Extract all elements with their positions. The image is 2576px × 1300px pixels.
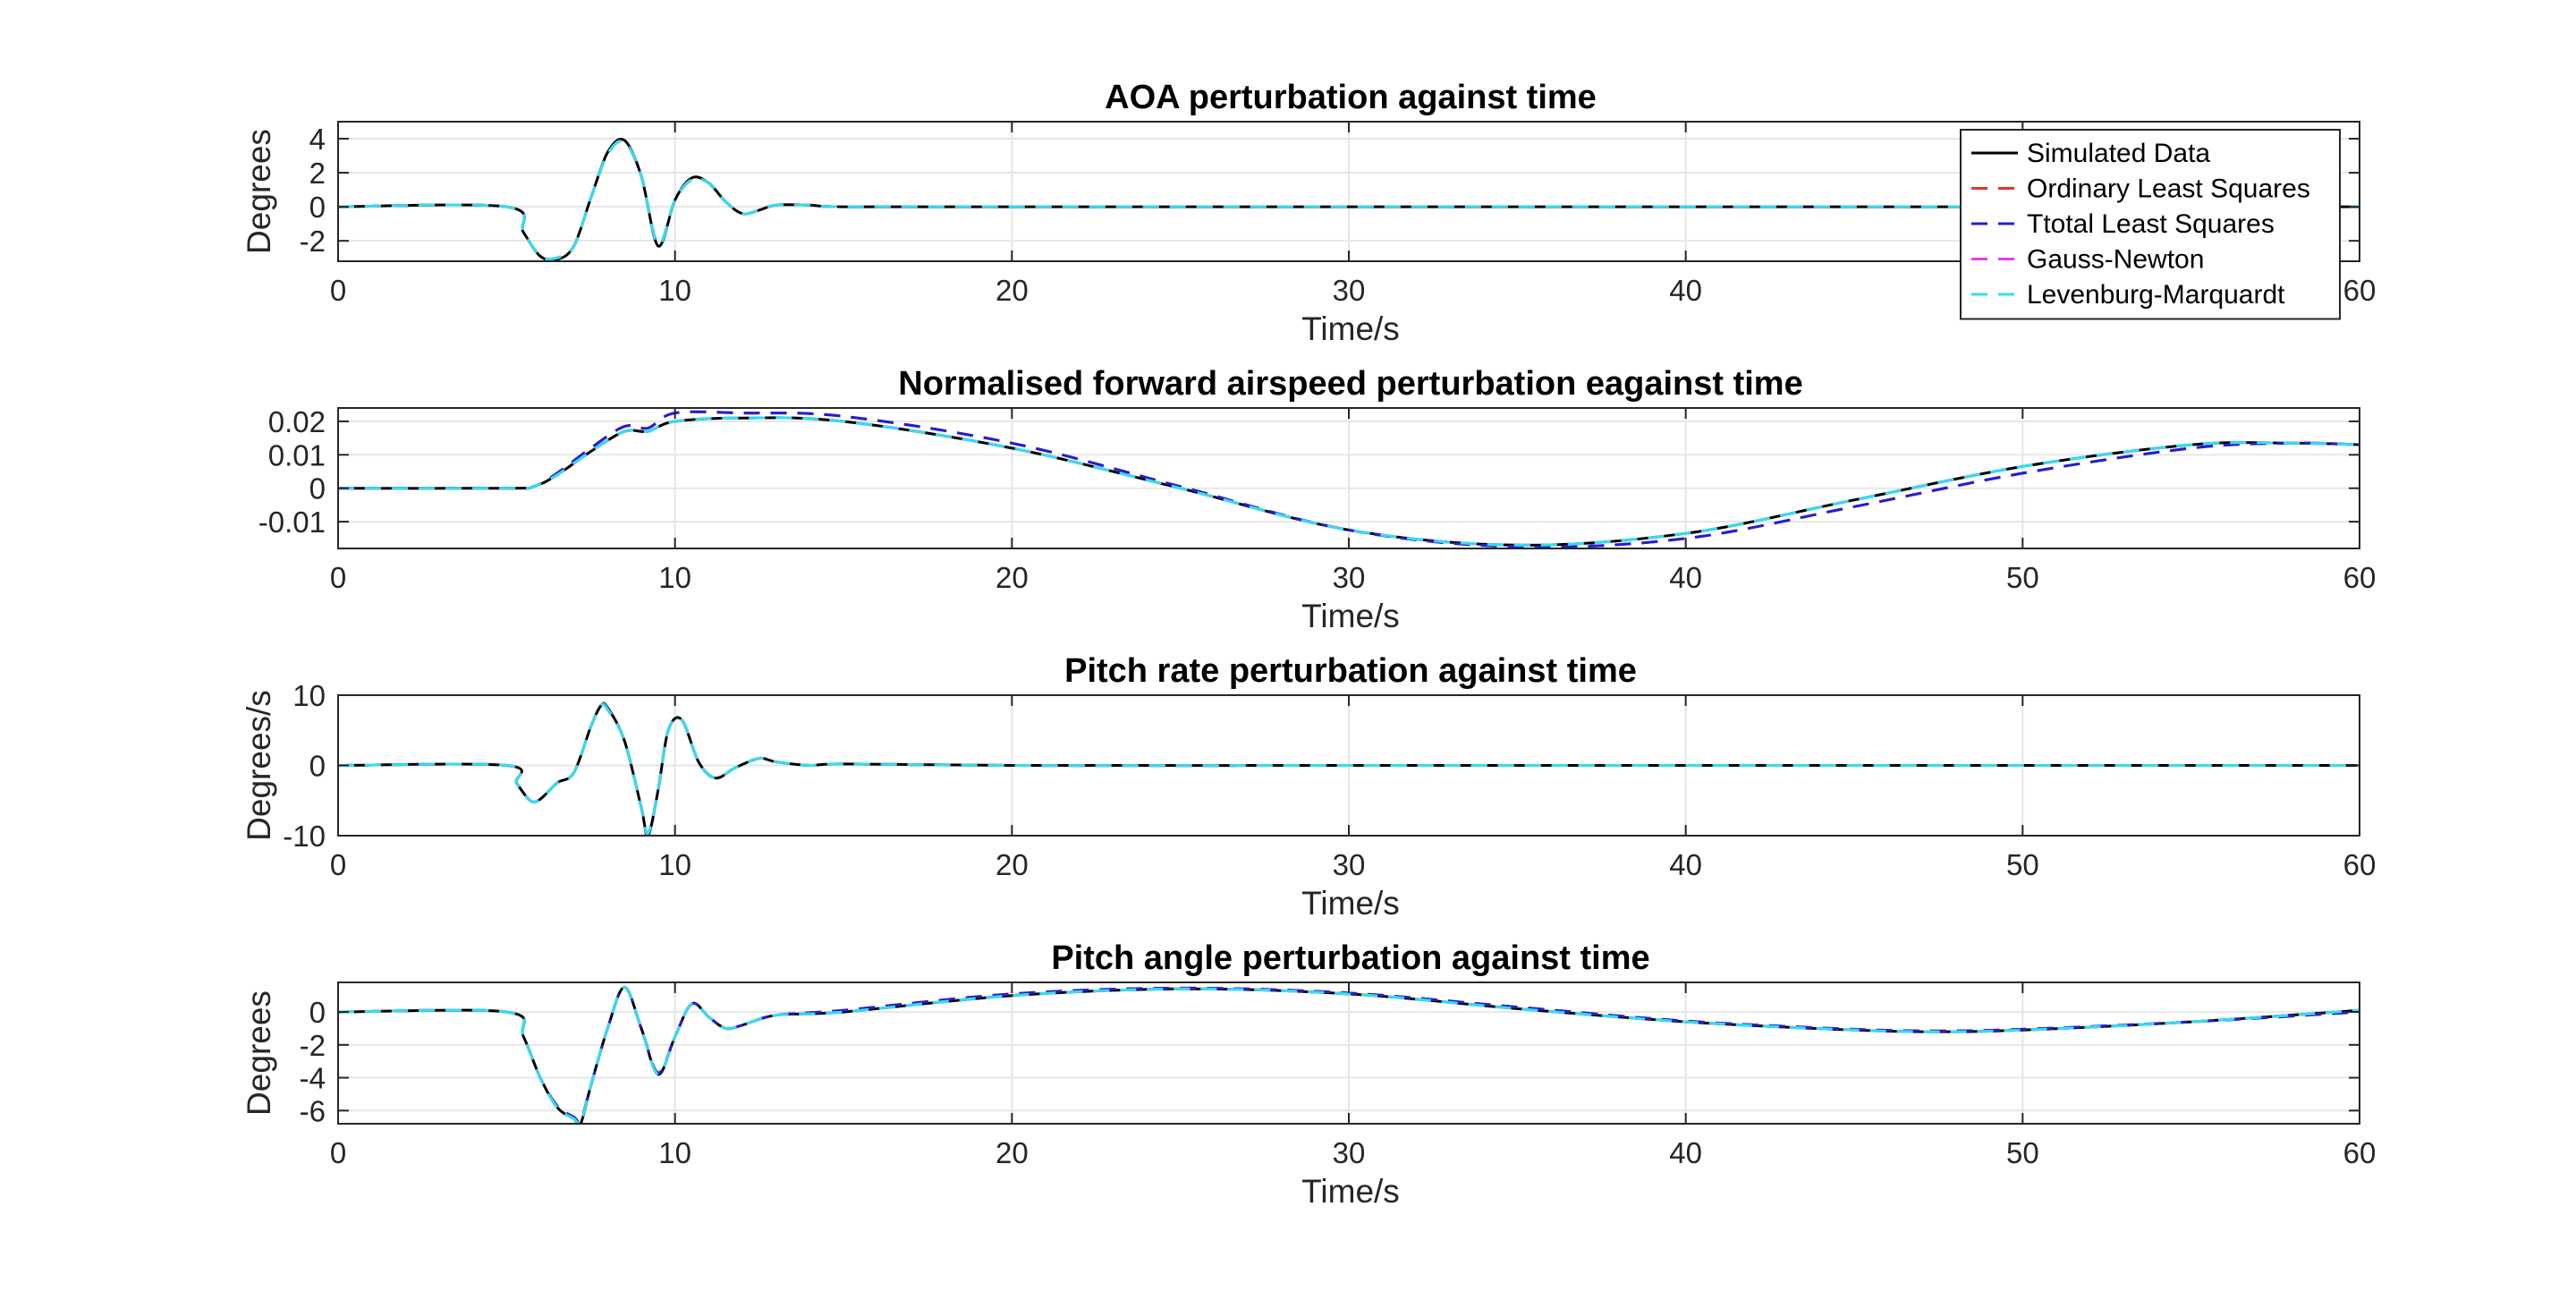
y-tick-label: -6	[300, 1094, 326, 1127]
y-tick-label: 10	[292, 679, 326, 712]
series-line-ttotal-least-squares	[338, 410, 2360, 548]
x-tick-label: 30	[1333, 848, 1366, 881]
x-tick-label: 40	[1669, 274, 1702, 307]
y-axis-label: Degrees/s	[241, 690, 277, 841]
x-tick-label: 30	[1333, 274, 1366, 307]
chart-title: AOA perturbation against time	[1105, 79, 1597, 116]
series-line-levenburg-marquardt	[338, 416, 2360, 547]
y-tick-label: 0	[309, 996, 326, 1029]
gridlines	[337, 982, 2360, 1124]
x-tick-label: 20	[996, 1136, 1029, 1169]
series-group	[338, 985, 2360, 1124]
x-tick-label: 20	[996, 848, 1029, 881]
y-tick-label: -10	[283, 820, 326, 853]
x-tick-label: 20	[996, 561, 1029, 594]
series-group	[338, 410, 2360, 548]
y-tick-label: 0	[309, 191, 326, 224]
series-group	[338, 138, 2360, 261]
x-tick-label: 10	[658, 561, 691, 594]
y-tick-label: -2	[300, 225, 326, 258]
x-tick-label: 50	[2006, 561, 2039, 594]
x-axis-label: Time/s	[1301, 1173, 1400, 1210]
y-tick-label: 0	[309, 472, 326, 506]
x-tick-label: 50	[2006, 848, 2039, 881]
x-tick-label: 0	[330, 1136, 346, 1169]
x-tick-label: 0	[330, 274, 346, 307]
y-tick-label: 0.02	[268, 405, 326, 438]
chart-title: Pitch rate perturbation against time	[1064, 652, 1637, 690]
x-tick-label: 40	[1669, 1136, 1702, 1169]
x-axis-label: Time/s	[1301, 598, 1400, 634]
x-tick-label: 30	[1333, 561, 1366, 594]
legend-entry: Levenburg-Marquardt	[2027, 280, 2285, 310]
series-line-levenburg-marquardt	[338, 702, 2360, 836]
y-tick-label: -0.01	[258, 506, 326, 539]
y-tick-label: -4	[300, 1062, 326, 1095]
legend: Simulated Data Ordinary Least Squares Ttot…	[1960, 129, 2341, 320]
y-tick-label: 2	[309, 157, 326, 190]
y-tick-label: 0.01	[268, 438, 326, 472]
legend-entry: Ordinary Least Squares	[2027, 174, 2310, 204]
x-tick-label: 10	[658, 1136, 691, 1169]
x-tick-label: 0	[330, 848, 346, 881]
x-tick-label: 60	[2343, 848, 2377, 881]
x-tick-label: 10	[658, 274, 691, 307]
legend-entry: Gauss-Newton	[2027, 245, 2204, 275]
series-line-levenburg-marquardt	[338, 985, 2360, 1124]
legend-entry: Ttotal Least Squares	[2027, 209, 2275, 239]
series-line-levenburg-marquardt	[338, 140, 2360, 261]
x-tick-label: 10	[658, 848, 691, 881]
chart-title: Normalised forward airspeed perturbation…	[898, 365, 1802, 403]
x-tick-label: 20	[996, 274, 1029, 307]
x-tick-label: 40	[1669, 561, 1702, 594]
y-axis-label: Degrees	[241, 990, 277, 1116]
x-tick-label: 60	[2343, 274, 2377, 307]
y-tick-label: -2	[300, 1029, 326, 1062]
x-axis-label: Time/s	[1301, 885, 1400, 922]
x-tick-label: 50	[2006, 1136, 2039, 1169]
x-tick-label: 0	[330, 561, 346, 594]
series-group	[338, 701, 2360, 836]
x-tick-label: 40	[1669, 848, 1702, 881]
y-tick-label: 0	[309, 750, 326, 783]
y-tick-label: 4	[309, 123, 326, 156]
x-tick-label: 60	[2343, 1136, 2377, 1169]
chart-title: Pitch angle perturbation against time	[1051, 939, 1649, 977]
x-tick-label: 60	[2343, 561, 2377, 594]
legend-entry: Simulated Data	[2027, 139, 2210, 168]
x-tick-label: 30	[1333, 1136, 1366, 1169]
y-axis-label: Degrees	[241, 129, 277, 254]
x-axis-label: Time/s	[1301, 310, 1400, 347]
legend-box	[1960, 129, 2341, 320]
